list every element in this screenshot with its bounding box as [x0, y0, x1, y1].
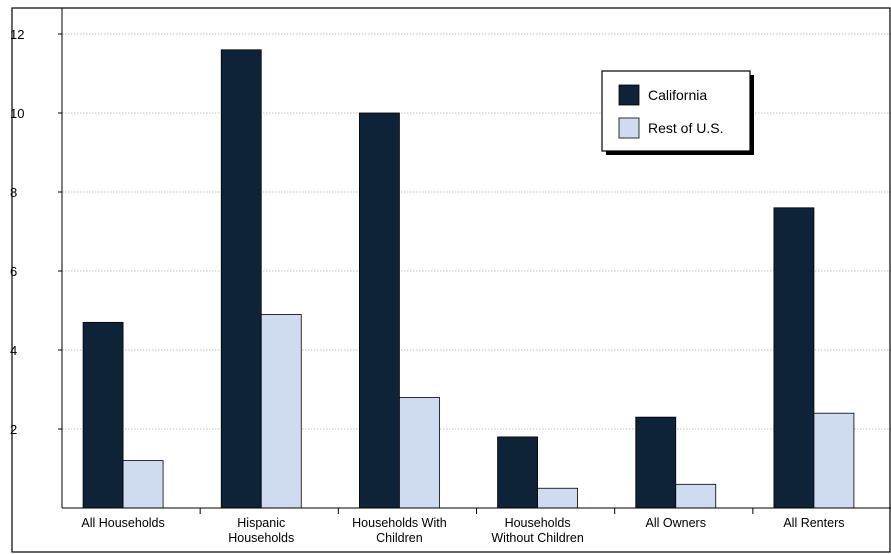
category-label: All Renters: [783, 516, 844, 530]
bar-california: [497, 436, 538, 509]
category-label: Hispanic: [237, 516, 285, 530]
legend-box: [601, 70, 751, 152]
category-labels: All Households HispanicHouseholdsHousehol…: [81, 516, 844, 545]
bar-rest-of-us: [537, 487, 578, 509]
legend-label: California: [648, 87, 707, 103]
legend-label: Rest of U.S.: [648, 120, 723, 136]
bar-rest-of-us: [399, 396, 440, 509]
bar-california: [773, 207, 815, 509]
category-label: Households: [228, 531, 294, 545]
y-tick-label: 10: [10, 106, 24, 121]
y-axis-ticks: 2 4 6 8 10 12: [10, 27, 62, 437]
bar-california: [359, 112, 400, 509]
gridlines: [62, 33, 891, 430]
y-tick-label: 6: [10, 264, 17, 279]
bar-california: [82, 321, 124, 509]
category-label: Without Children: [491, 531, 583, 545]
bar-rest-of-us: [813, 412, 855, 509]
bar-rest-of-us: [675, 483, 717, 509]
legend-swatch: [618, 117, 640, 139]
y-tick-label: 8: [10, 185, 17, 200]
category-label: Households: [505, 516, 571, 530]
bar-california: [635, 416, 677, 509]
bar-california: [220, 49, 262, 509]
y-tick-label: 4: [10, 343, 17, 358]
bar-rest-of-us: [122, 460, 164, 509]
legend-swatch: [618, 84, 640, 106]
bar-rest-of-us: [260, 314, 302, 509]
category-label: Children: [376, 531, 423, 545]
x-axis-ticks: [199, 508, 754, 514]
y-tick-label: 12: [10, 27, 24, 42]
legend: California Rest of U.S.: [601, 70, 754, 155]
y-tick-label: 2: [10, 422, 17, 437]
plot-frame: [11, 7, 891, 553]
bars: [82, 49, 855, 509]
category-label: Households With: [352, 516, 447, 530]
category-label: All Owners: [646, 516, 706, 530]
category-label: All Households: [81, 516, 164, 530]
